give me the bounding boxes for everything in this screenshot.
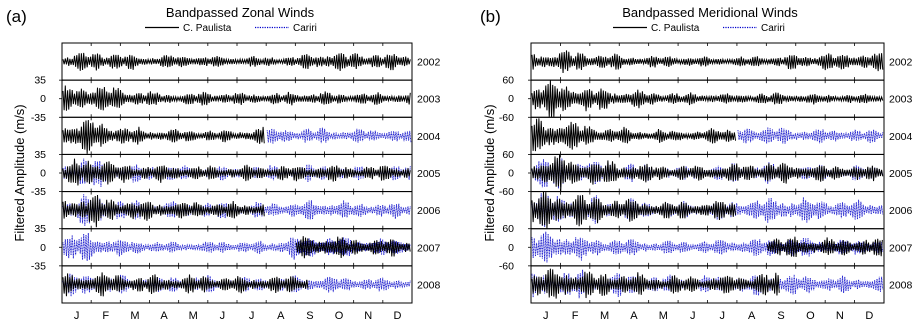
year-label: 2003 [417, 94, 441, 106]
x-tick-label-month: A [160, 310, 168, 322]
x-tick-label-month: N [364, 310, 372, 322]
y-axis-label: Filtered Amplitude (m/s) [482, 104, 497, 241]
y-tick-label: 60 [502, 149, 514, 161]
x-tick-label-month: A [748, 310, 756, 322]
legend-label: C. Paulista [651, 23, 700, 34]
series-row-2004: 2004 [61, 116, 441, 155]
year-label: 2003 [889, 94, 913, 106]
chart-title: Bandpassed Meridional Winds [622, 5, 798, 20]
trace-paulista [295, 236, 411, 259]
trace-paulista [62, 194, 265, 228]
year-label: 2006 [889, 205, 913, 217]
trace-paulista [531, 268, 780, 299]
year-label: 2007 [889, 242, 913, 254]
x-tick-label-month: M [659, 310, 668, 322]
year-label: 2008 [417, 279, 441, 291]
year-label: 2002 [417, 57, 441, 69]
y-tick-label: 0 [40, 93, 46, 105]
series-row-2002: 2002 [61, 42, 441, 81]
trace-paulista [62, 120, 265, 154]
x-tick-label-month: J [74, 310, 80, 322]
y-tick-label: -60 [499, 260, 514, 272]
x-tick-label-month: N [836, 310, 844, 322]
y-tick-label: 0 [40, 242, 46, 254]
y-tick-label: -35 [31, 112, 46, 124]
panel-zonal-winds: (a) Bandpassed Zonal Winds C. Paulista Cari… [6, 5, 441, 322]
x-tick-label-month: J [220, 310, 226, 322]
x-tick-label-month: J [719, 310, 725, 322]
y-tick-label: 0 [508, 93, 514, 105]
panel-label: (a) [6, 7, 27, 26]
y-tick-label: 0 [508, 242, 514, 254]
series-row-2006: 2006 [61, 191, 441, 230]
x-tick-label-month: A [630, 310, 638, 322]
x-tick-label-month: A [277, 310, 285, 322]
trace-paulista [62, 158, 411, 186]
series-row-2005: 35 0 -35 2005 [31, 149, 441, 198]
x-tick-label-month: J [690, 310, 696, 322]
trace-paulista [766, 236, 883, 257]
y-tick-label: 0 [40, 168, 46, 180]
year-label: 2007 [417, 242, 441, 254]
legend-label: C. Paulista [183, 23, 232, 34]
x-tick-label-month: F [572, 310, 579, 322]
legend-label: Cariri [761, 23, 785, 34]
series-row-2007: 60 0 -60 2007 [499, 223, 913, 272]
y-tick-label: 60 [502, 223, 514, 235]
y-tick-label: 60 [502, 75, 514, 87]
trace-paulista [531, 154, 884, 192]
y-axis-label: Filtered Amplitude (m/s) [12, 104, 27, 241]
x-tick-label-month: O [335, 310, 344, 322]
x-tick-label-month: J [249, 310, 255, 322]
x-tick-label-month: F [102, 310, 109, 322]
trace-cariri [266, 127, 412, 144]
y-tick-label: -60 [499, 112, 514, 124]
trace-paulista [62, 85, 411, 111]
trace-paulista [62, 272, 309, 297]
x-tick-label-month: M [130, 310, 139, 322]
year-label: 2005 [889, 168, 913, 180]
panel-label: (b) [480, 7, 501, 26]
x-tick-label-month: D [865, 310, 873, 322]
series-row-2008: 2008 [61, 265, 441, 304]
y-tick-label: -60 [499, 186, 514, 198]
year-label: 2002 [889, 57, 913, 69]
year-label: 2008 [889, 279, 913, 291]
trace-paulista [62, 52, 411, 71]
panel-meridional-winds: (b) Bandpassed Meridional Winds C. Paulist… [480, 5, 913, 322]
x-tick-label-month: S [777, 310, 784, 322]
x-tick-label-month: J [543, 310, 549, 322]
y-tick-label: 35 [34, 149, 46, 161]
x-tick-label-month: M [600, 310, 609, 322]
trace-paulista [531, 50, 884, 73]
year-label: 2004 [417, 131, 441, 143]
trace-paulista [531, 118, 737, 152]
y-tick-label: 35 [34, 75, 46, 87]
y-tick-label: -35 [31, 186, 46, 198]
trace-paulista [531, 80, 884, 117]
trace-cariri [737, 127, 884, 144]
legend-label: Cariri [293, 23, 317, 34]
trace-paulista [531, 191, 737, 229]
x-tick-label-month: S [306, 310, 313, 322]
series-row-2004: 2004 [530, 116, 913, 155]
y-tick-label: -35 [31, 260, 46, 272]
series-row-2002: 2002 [530, 42, 913, 81]
series-row-2005: 60 0 -60 2005 [499, 149, 913, 198]
series-row-2003: 60 0 -60 2003 [499, 75, 913, 124]
chart-title: Bandpassed Zonal Winds [166, 5, 315, 20]
series-row-2003: 35 0 -35 2003 [31, 75, 441, 124]
year-label: 2004 [889, 131, 913, 143]
year-label: 2006 [417, 205, 441, 217]
series-row-2007: 35 0 -35 2007 [31, 223, 441, 272]
series-row-2006: 2006 [530, 191, 913, 230]
series-row-2008: 2008 [530, 265, 913, 304]
x-tick-label-month: D [393, 310, 401, 322]
x-tick-label-month: M [189, 310, 198, 322]
y-tick-label: 35 [34, 223, 46, 235]
year-label: 2005 [417, 168, 441, 180]
y-tick-label: 0 [508, 168, 514, 180]
x-tick-label-month: O [806, 310, 815, 322]
